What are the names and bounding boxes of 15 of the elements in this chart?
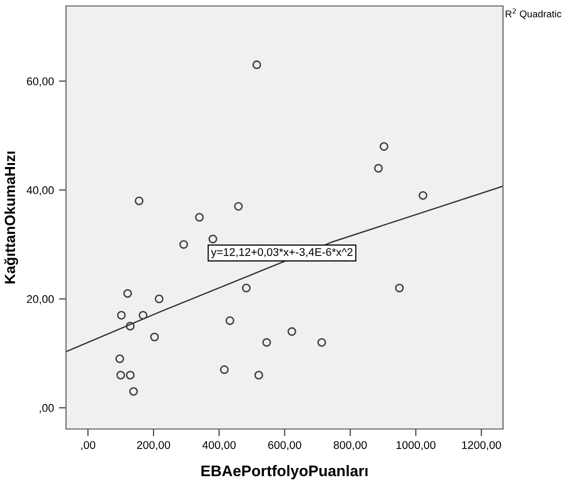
x-tick-label: 400,00 (202, 441, 236, 450)
x-tick-label: 200,00 (137, 441, 170, 450)
text: R$^{2}$ Quadratic (506, 8, 562, 20)
annotation: y=12,12+0,03*x+-3,4E-6*x^2 (211, 248, 352, 258)
x-tick-label: 800,00 (334, 441, 367, 450)
y-tick-label: 20,00 (26, 295, 54, 304)
x-tick-label: 1000,00 (396, 441, 436, 450)
x-tick-label: 1200,00 (462, 441, 502, 450)
y-tick-label: ,00 (40, 404, 54, 414)
y-tick-label: 40,00 (26, 186, 54, 196)
x-axis-title: EBAePortfolyoPuanları (201, 465, 368, 480)
x-tick-label: ,00 (81, 441, 96, 450)
y-axis-title: KağıttanOkumaHızı (4, 152, 18, 284)
y-tick-label: 60,00 (26, 77, 54, 87)
x-tick-label: 600,00 (268, 441, 302, 450)
